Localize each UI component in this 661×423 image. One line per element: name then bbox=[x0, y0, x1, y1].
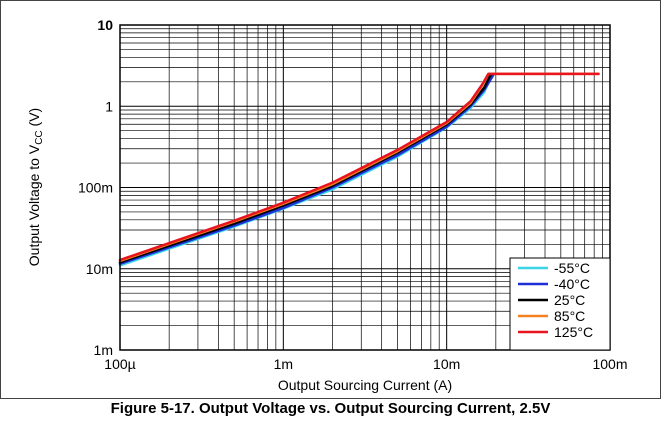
legend-label: 25°C bbox=[554, 292, 585, 308]
legend-box bbox=[509, 257, 611, 351]
plot-border bbox=[119, 24, 611, 351]
x-tick-label: 10m bbox=[433, 356, 460, 372]
y-tick-label: 1 bbox=[105, 98, 113, 114]
x-tick-label: 100m bbox=[592, 356, 627, 372]
y-axis-label-sub: CC bbox=[34, 130, 45, 144]
legend-label: -55°C bbox=[554, 260, 590, 276]
legend-label: 85°C bbox=[554, 308, 585, 324]
figure-caption: Figure 5-17. Output Voltage vs. Output S… bbox=[110, 400, 551, 417]
y-tick-label: 1m bbox=[94, 342, 113, 358]
y-tick-labels: 10 1 100m 10m 1m bbox=[78, 17, 113, 358]
series-line-5 bbox=[118, 72, 600, 262]
x-axis-label: Output Sourcing Current (A) bbox=[278, 377, 452, 393]
x-tick-label: 1m bbox=[274, 356, 293, 372]
x-tick-labels: 100µ 1m 10m 100m bbox=[104, 356, 627, 372]
x-tick-label: 100µ bbox=[104, 356, 135, 372]
y-axis-label: Output Voltage to VCC (V) bbox=[26, 108, 45, 266]
y-tick-label: 100m bbox=[78, 180, 113, 196]
y-axis-label-main: Output Voltage to V bbox=[26, 144, 42, 266]
series-line-2 bbox=[118, 72, 496, 266]
y-tick-label: 10 bbox=[97, 17, 113, 33]
y-axis-label-unit: (V) bbox=[26, 108, 42, 131]
legend-label: -40°C bbox=[554, 276, 590, 292]
series-layer bbox=[118, 72, 600, 267]
legend-label: 125°C bbox=[554, 324, 593, 340]
y-tick-label: 10m bbox=[86, 261, 113, 277]
